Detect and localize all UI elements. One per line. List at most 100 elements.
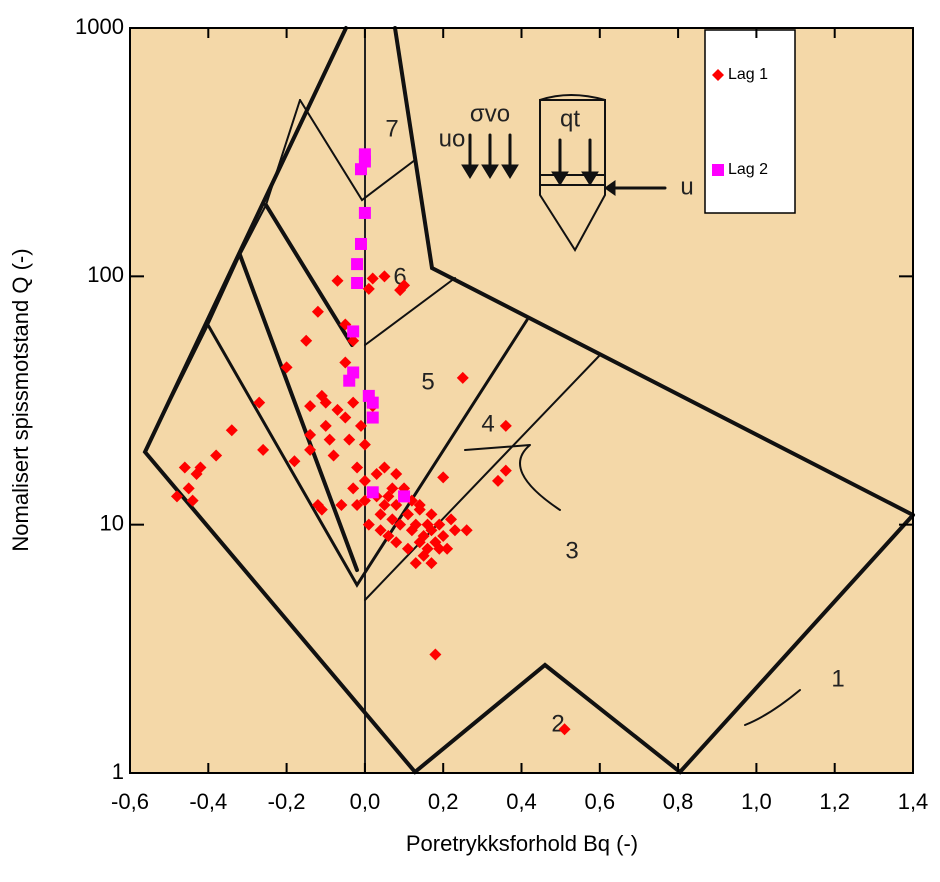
y-tick-label: 10 — [100, 510, 124, 535]
point — [354, 419, 367, 432]
point — [456, 371, 469, 384]
legend-label: Lag 2 — [728, 161, 768, 178]
x-tick-label: 0,8 — [663, 789, 694, 814]
point — [347, 325, 360, 338]
point — [437, 471, 450, 484]
point — [417, 530, 430, 543]
point — [354, 163, 367, 176]
point — [335, 499, 348, 512]
point — [374, 524, 387, 537]
point — [225, 424, 238, 437]
x-tick-label: 1,2 — [819, 789, 850, 814]
point — [351, 258, 364, 271]
legend — [704, 29, 796, 214]
point — [712, 69, 724, 81]
point — [358, 438, 371, 451]
classification-diagram — [142, 26, 915, 775]
point — [362, 518, 375, 531]
point — [425, 557, 438, 570]
point — [441, 542, 454, 555]
point — [347, 334, 360, 347]
point — [370, 467, 383, 480]
point — [315, 503, 328, 516]
point — [351, 277, 364, 290]
x-tick-label: 1,0 — [741, 789, 772, 814]
point — [409, 518, 422, 531]
point — [378, 461, 391, 474]
annotation: qt — [560, 105, 580, 132]
point — [558, 723, 571, 736]
point — [327, 449, 340, 462]
x-tick-label: -0,4 — [189, 789, 227, 814]
point — [401, 508, 414, 521]
point — [378, 270, 391, 283]
point — [433, 518, 446, 531]
point — [304, 400, 317, 413]
point — [499, 419, 512, 432]
point — [398, 279, 411, 292]
point — [319, 419, 332, 432]
annotation: 3 — [565, 537, 578, 564]
point — [366, 411, 379, 424]
point — [182, 482, 195, 495]
point — [492, 474, 505, 487]
point — [433, 542, 446, 555]
x-tick-label: 0,0 — [350, 789, 381, 814]
point — [382, 530, 395, 543]
point — [347, 396, 360, 409]
point — [413, 499, 426, 512]
point — [253, 396, 266, 409]
annotation: 7 — [385, 115, 398, 142]
point — [358, 474, 371, 487]
point — [386, 482, 399, 495]
point — [304, 443, 317, 456]
point — [331, 403, 344, 416]
point — [331, 274, 344, 287]
point — [339, 356, 352, 369]
point — [437, 530, 450, 543]
point — [170, 490, 183, 503]
x-tick-label: -0,6 — [111, 789, 149, 814]
annotation: 1 — [831, 665, 844, 692]
point — [425, 524, 438, 537]
point — [366, 396, 379, 409]
point — [343, 433, 356, 446]
point — [448, 524, 461, 537]
point — [366, 272, 379, 285]
point — [280, 361, 293, 374]
point — [390, 536, 403, 549]
x-axis-label: Poretrykksforhold Bq (-) — [406, 831, 638, 856]
annotation: 4 — [481, 410, 494, 437]
point — [394, 518, 407, 531]
point — [347, 482, 360, 495]
x-tick-label: -0,2 — [268, 789, 306, 814]
point — [351, 499, 364, 512]
point — [499, 464, 512, 477]
point — [323, 433, 336, 446]
annotation: 5 — [421, 368, 434, 395]
point — [210, 449, 223, 462]
x-tick-label: 0,6 — [585, 789, 616, 814]
annotation: uo — [439, 125, 466, 152]
point — [358, 206, 371, 219]
point — [304, 428, 317, 441]
point — [194, 461, 207, 474]
x-tick-label: 0,2 — [428, 789, 459, 814]
point — [445, 513, 458, 526]
point — [712, 164, 724, 176]
point — [425, 508, 438, 521]
point — [409, 557, 422, 570]
point — [362, 282, 375, 295]
y-axis-label: Nomalisert spissmotstand Q (-) — [8, 248, 33, 551]
point — [421, 542, 434, 555]
point — [300, 334, 313, 347]
point — [460, 524, 473, 537]
y-tick-label: 100 — [87, 262, 124, 287]
point — [374, 508, 387, 521]
point — [186, 494, 199, 507]
point — [339, 411, 352, 424]
annotation: σvo — [470, 100, 510, 127]
point — [354, 237, 367, 250]
point — [311, 305, 324, 318]
